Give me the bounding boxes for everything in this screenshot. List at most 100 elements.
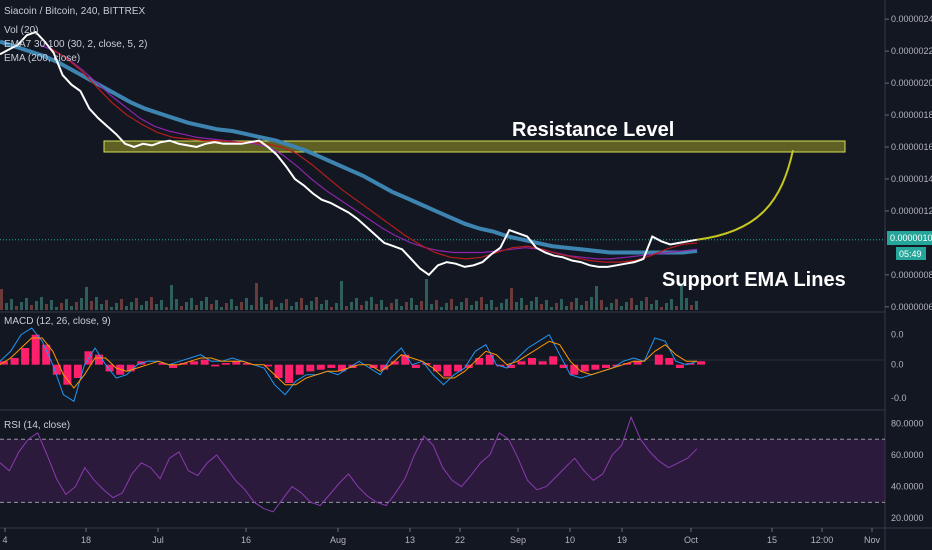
volume-bar	[585, 301, 588, 310]
macd-hist-bar	[337, 364, 346, 372]
time-axis[interactable]: 4 18 Jul 16 Aug 13 22 Sep 10 19 Oct 15 12:00 Nov	[2, 528, 880, 545]
volume-bar	[335, 303, 338, 310]
macd-hist-bar	[31, 334, 40, 365]
volume-bar	[635, 305, 638, 310]
volume-bar	[170, 285, 173, 310]
macd-hist-bar	[105, 364, 114, 372]
volume-bar	[515, 302, 518, 310]
legend-volume[interactable]: Vol (20)	[4, 25, 38, 36]
volume-bar	[690, 305, 693, 310]
legend-ema-combo[interactable]: EMA7 30 100 (30, 2, close, 5, 2)	[4, 39, 147, 50]
volume-bar	[230, 299, 233, 310]
macd-hist-bar	[380, 364, 389, 370]
macd-hist-bar	[591, 364, 600, 370]
volume-bar	[655, 300, 658, 310]
price-line	[0, 30, 698, 277]
volume-bar	[215, 300, 218, 310]
volume-bar	[330, 307, 333, 310]
volume-bar	[295, 302, 298, 310]
volume-bar	[570, 302, 573, 310]
macd-hist-bar	[158, 363, 167, 365]
volume-bar	[630, 298, 633, 310]
volume-bar	[160, 300, 163, 310]
volume-bar	[265, 304, 268, 310]
volume-bar	[145, 301, 148, 310]
volume-bar	[695, 301, 698, 310]
macd-hist-bar	[369, 364, 378, 368]
macd-hist-bar	[475, 358, 484, 365]
macd-hist-bar	[10, 358, 19, 365]
macd-hist-bar	[63, 364, 72, 385]
macd-hist-bar	[211, 364, 220, 367]
macd-axis[interactable]: 0.0 0.0 -0.0	[891, 330, 907, 403]
volume-bar	[250, 305, 253, 310]
volume-bar	[355, 298, 358, 310]
volume-bar	[350, 302, 353, 310]
volume-bar	[310, 301, 313, 310]
volume-bar	[600, 300, 603, 310]
volume-bar	[35, 301, 38, 310]
rsi-tick-label: 60.0000	[891, 450, 924, 460]
rsi-tick-label: 20.0000	[891, 513, 924, 523]
time-tick-label: 18	[81, 535, 91, 545]
volume-bar	[100, 304, 103, 310]
volume-bar	[185, 302, 188, 310]
volume-bar	[245, 298, 248, 310]
support-annotation: Support EMA Lines	[662, 269, 846, 291]
volume-bar	[650, 304, 653, 310]
volume-histogram	[0, 279, 698, 310]
volume-bar	[65, 299, 68, 310]
volume-bar	[405, 302, 408, 310]
macd-hist-bar	[464, 364, 473, 368]
rsi-line	[0, 415, 698, 513]
volume-bar	[525, 305, 528, 310]
volume-bar	[410, 298, 413, 310]
rsi-title[interactable]: RSI (14, close)	[4, 420, 70, 431]
projection-curve[interactable]	[696, 149, 794, 241]
volume-bar	[305, 305, 308, 310]
volume-bar	[400, 306, 403, 310]
volume-bar	[190, 298, 193, 310]
volume-bar	[645, 297, 648, 310]
volume-bar	[50, 300, 53, 310]
volume-bar	[300, 298, 303, 310]
volume-bar	[285, 299, 288, 310]
time-tick-label: Sep	[510, 535, 526, 545]
volume-bar	[260, 297, 263, 310]
time-tick-label: 12:00	[811, 535, 834, 545]
volume-bar	[75, 302, 78, 310]
macd-hist-bar	[126, 364, 135, 372]
symbol-title[interactable]: Siacoin / Bitcoin, 240, BITTREX	[4, 6, 146, 17]
macd-hist-bar	[242, 363, 251, 365]
macd-hist-bar	[570, 364, 579, 375]
volume-bar	[485, 304, 488, 310]
legend-ema200[interactable]: EMA (200, close)	[4, 53, 80, 64]
volume-bar	[135, 298, 138, 310]
macd-hist-bar	[95, 354, 103, 365]
volume-bar	[380, 300, 383, 310]
volume-bar	[120, 299, 123, 310]
volume-bar	[500, 303, 503, 310]
macd-hist-bar	[401, 354, 410, 365]
rsi-axis[interactable]: 80.0000 60.0000 40.0000 20.0000	[891, 418, 924, 523]
volume-bar	[90, 301, 93, 310]
macd-hist-bar	[190, 361, 199, 365]
volume-bar	[80, 298, 83, 310]
ema-purple-line	[39, 44, 698, 260]
volume-bar	[195, 305, 198, 310]
volume-bar	[210, 304, 213, 310]
volume-bar	[665, 303, 668, 310]
volume-bar	[290, 306, 293, 310]
resistance-zone[interactable]	[103, 140, 846, 153]
macd-title[interactable]: MACD (12, 26, close, 9)	[4, 316, 111, 327]
macd-hist-bar	[232, 361, 241, 365]
